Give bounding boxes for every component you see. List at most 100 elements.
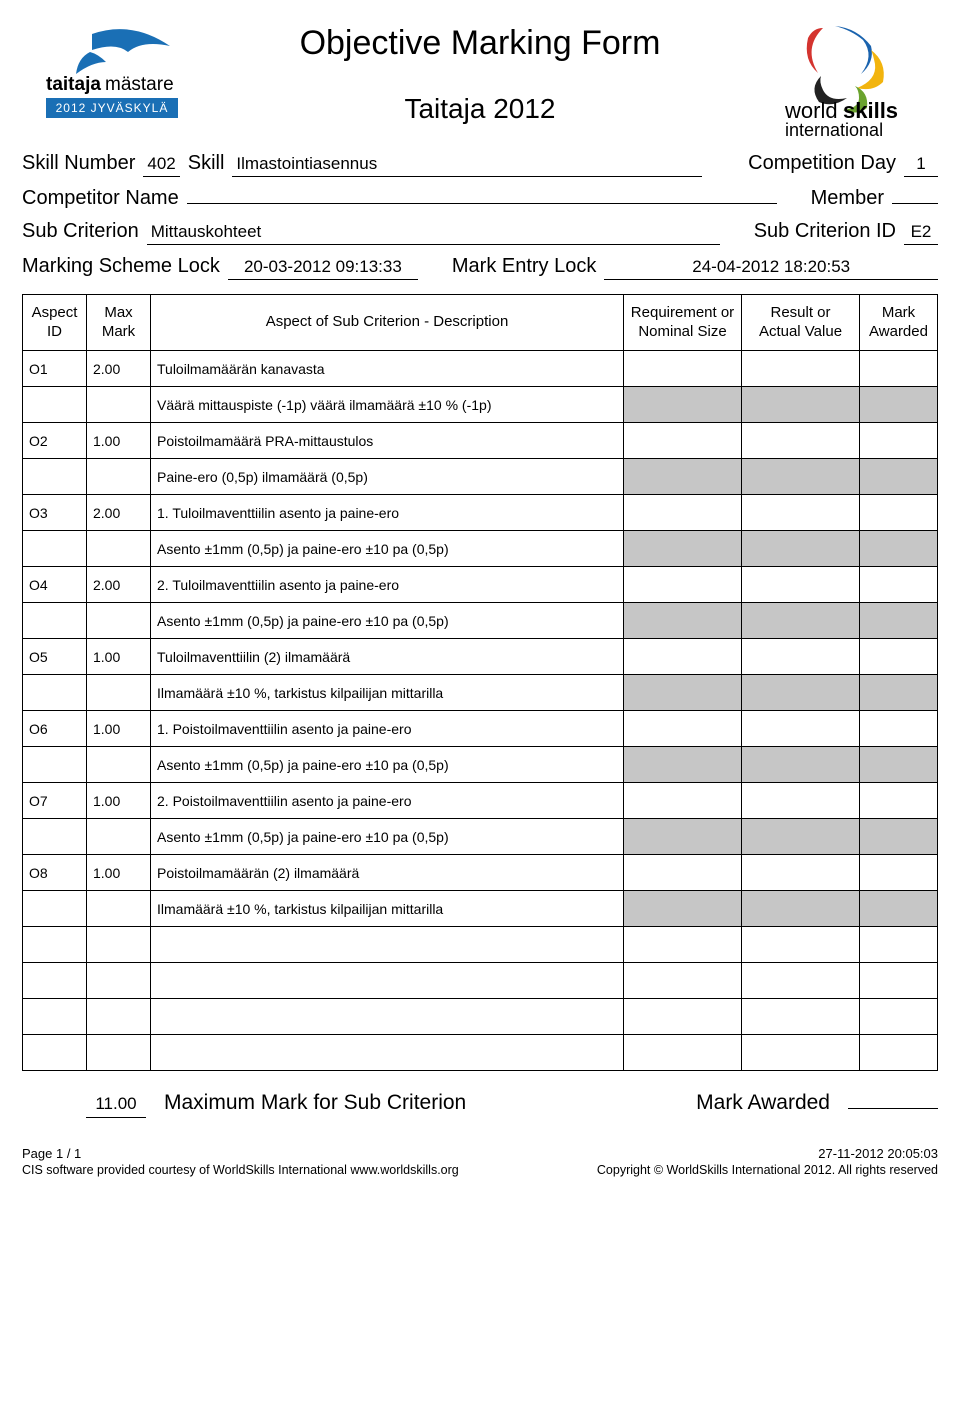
aspect-description: 1. Tuloilmaventtiilin asento ja paine-er… bbox=[151, 495, 624, 531]
table-subrow: Asento ±1mm (0,5p) ja paine-ero ±10 pa (… bbox=[23, 819, 938, 855]
col-awarded: Mark Awarded bbox=[860, 295, 938, 351]
svg-text:international: international bbox=[785, 120, 883, 138]
result-cell bbox=[742, 423, 860, 459]
value-skill-name: Ilmastointiasennus bbox=[232, 154, 702, 177]
table-row: O81.00Poistoilmamäärän (2) ilmamäärä bbox=[23, 855, 938, 891]
label-skill: Skill bbox=[188, 152, 225, 175]
result-cell bbox=[742, 783, 860, 819]
aspect-sub-description: Asento ±1mm (0,5p) ja paine-ero ±10 pa (… bbox=[151, 603, 624, 639]
table-row: O21.00Poistoilmamäärä PRA-mittaustulos bbox=[23, 423, 938, 459]
header: taitaja mästare 2012 JYVÄSKYLÄ Objective… bbox=[22, 18, 938, 138]
max-mark: 2.00 bbox=[87, 567, 151, 603]
awarded-cell bbox=[860, 639, 938, 675]
awarded-cell bbox=[860, 423, 938, 459]
total-max: 11.00 bbox=[86, 1094, 146, 1118]
table-header-row: Aspect ID Max Mark Aspect of Sub Criteri… bbox=[23, 295, 938, 351]
value-mark-entry-lock: 24-04-2012 18:20:53 bbox=[604, 257, 938, 280]
aspect-sub-description: Väärä mittauspiste (-1p) väärä ilmamäärä… bbox=[151, 387, 624, 423]
table-subrow: Asento ±1mm (0,5p) ja paine-ero ±10 pa (… bbox=[23, 747, 938, 783]
requirement-cell bbox=[624, 423, 742, 459]
max-mark: 1.00 bbox=[87, 783, 151, 819]
requirement-cell bbox=[624, 495, 742, 531]
aspect-id: O5 bbox=[23, 639, 87, 675]
label-competitor-name: Competitor Name bbox=[22, 187, 179, 210]
label-sub-criterion-id: Sub Criterion ID bbox=[754, 220, 896, 243]
aspect-description: 1. Poistoilmaventtiilin asento ja paine-… bbox=[151, 711, 624, 747]
requirement-cell-grey bbox=[624, 675, 742, 711]
meta-block: Skill Number 402 Skill Ilmastointiasennu… bbox=[22, 152, 938, 280]
table-subrow: Väärä mittauspiste (-1p) väärä ilmamäärä… bbox=[23, 387, 938, 423]
awarded-cell-grey bbox=[860, 387, 938, 423]
result-cell bbox=[742, 711, 860, 747]
aspect-sub-description: Ilmamäärä ±10 %, tarkistus kilpailijan m… bbox=[151, 675, 624, 711]
table-row: O71.002. Poistoilmaventtiilin asento ja … bbox=[23, 783, 938, 819]
copyright: Copyright © WorldSkills International 20… bbox=[597, 1163, 938, 1177]
aspect-id: O8 bbox=[23, 855, 87, 891]
aspect-sub-description: Asento ±1mm (0,5p) ja paine-ero ±10 pa (… bbox=[151, 531, 624, 567]
aspect-sub-description: Paine-ero (0,5p) ilmamäärä (0,5p) bbox=[151, 459, 624, 495]
label-competition-day: Competition Day bbox=[748, 152, 896, 175]
awarded-cell-grey bbox=[860, 675, 938, 711]
label-member: Member bbox=[811, 187, 884, 210]
result-cell bbox=[742, 567, 860, 603]
value-marking-scheme-lock: 20-03-2012 09:13:33 bbox=[228, 257, 418, 280]
aspect-description: Tuloilmamäärän kanavasta bbox=[151, 351, 624, 387]
label-mark-entry-lock: Mark Entry Lock bbox=[452, 255, 596, 278]
aspect-description: Poistoilmamäärä PRA-mittaustulos bbox=[151, 423, 624, 459]
footer-line-1: Page 1 / 1 27-11-2012 20:05:03 bbox=[22, 1146, 938, 1161]
requirement-cell bbox=[624, 783, 742, 819]
awarded-cell-grey bbox=[860, 459, 938, 495]
value-competitor-name bbox=[187, 201, 777, 204]
result-cell-grey bbox=[742, 531, 860, 567]
max-mark: 1.00 bbox=[87, 711, 151, 747]
aspect-id: O3 bbox=[23, 495, 87, 531]
result-cell-grey bbox=[742, 387, 860, 423]
aspect-id: O2 bbox=[23, 423, 87, 459]
label-sub-criterion: Sub Criterion bbox=[22, 220, 139, 243]
label-marking-scheme-lock: Marking Scheme Lock bbox=[22, 255, 220, 278]
table-row: O42.002. Tuloilmaventtiilin asento ja pa… bbox=[23, 567, 938, 603]
awarded-cell bbox=[860, 855, 938, 891]
value-sub-criterion: Mittauskohteet bbox=[147, 222, 720, 245]
requirement-cell-grey bbox=[624, 603, 742, 639]
max-mark: 2.00 bbox=[87, 351, 151, 387]
awarded-cell-grey bbox=[860, 531, 938, 567]
max-mark: 1.00 bbox=[87, 423, 151, 459]
awarded-cell bbox=[860, 567, 938, 603]
aspect-id: O4 bbox=[23, 567, 87, 603]
page-number: Page 1 / 1 bbox=[22, 1146, 81, 1161]
result-cell bbox=[742, 495, 860, 531]
awarded-cell bbox=[860, 495, 938, 531]
requirement-cell-grey bbox=[624, 819, 742, 855]
page-subtitle: Taitaja 2012 bbox=[202, 93, 758, 125]
taitaja-logo: taitaja mästare 2012 JYVÄSKYLÄ bbox=[22, 18, 202, 138]
cis-credit: CIS software provided courtesy of WorldS… bbox=[22, 1163, 459, 1177]
total-max-label: Maximum Mark for Sub Criterion bbox=[164, 1091, 466, 1115]
requirement-cell bbox=[624, 855, 742, 891]
col-requirement: Requirement or Nominal Size bbox=[624, 295, 742, 351]
result-cell-grey bbox=[742, 747, 860, 783]
total-awarded-label: Mark Awarded bbox=[696, 1091, 830, 1115]
table-subrow: Ilmamäärä ±10 %, tarkistus kilpailijan m… bbox=[23, 675, 938, 711]
label-skill-number: Skill Number bbox=[22, 152, 135, 175]
table-blank-row bbox=[23, 999, 938, 1035]
max-mark: 1.00 bbox=[87, 639, 151, 675]
worldskills-logo: world skills international bbox=[758, 18, 938, 138]
table-row: O61.001. Poistoilmaventtiilin asento ja … bbox=[23, 711, 938, 747]
result-cell bbox=[742, 855, 860, 891]
requirement-cell-grey bbox=[624, 387, 742, 423]
awarded-cell bbox=[860, 711, 938, 747]
aspect-id: O7 bbox=[23, 783, 87, 819]
value-sub-criterion-id: E2 bbox=[904, 222, 938, 245]
aspect-description: 2. Tuloilmaventtiilin asento ja paine-er… bbox=[151, 567, 624, 603]
total-awarded-value bbox=[848, 1108, 938, 1109]
table-blank-row bbox=[23, 927, 938, 963]
svg-text:taitaja: taitaja bbox=[46, 74, 101, 95]
table-subrow: Asento ±1mm (0,5p) ja paine-ero ±10 pa (… bbox=[23, 603, 938, 639]
aspect-description: Tuloilmaventtiilin (2) ilmamäärä bbox=[151, 639, 624, 675]
table-blank-row bbox=[23, 1035, 938, 1071]
svg-text:2012 JYVÄSKYLÄ: 2012 JYVÄSKYLÄ bbox=[56, 101, 169, 115]
svg-text:mästare: mästare bbox=[105, 74, 174, 95]
awarded-cell-grey bbox=[860, 891, 938, 927]
aspect-id: O6 bbox=[23, 711, 87, 747]
